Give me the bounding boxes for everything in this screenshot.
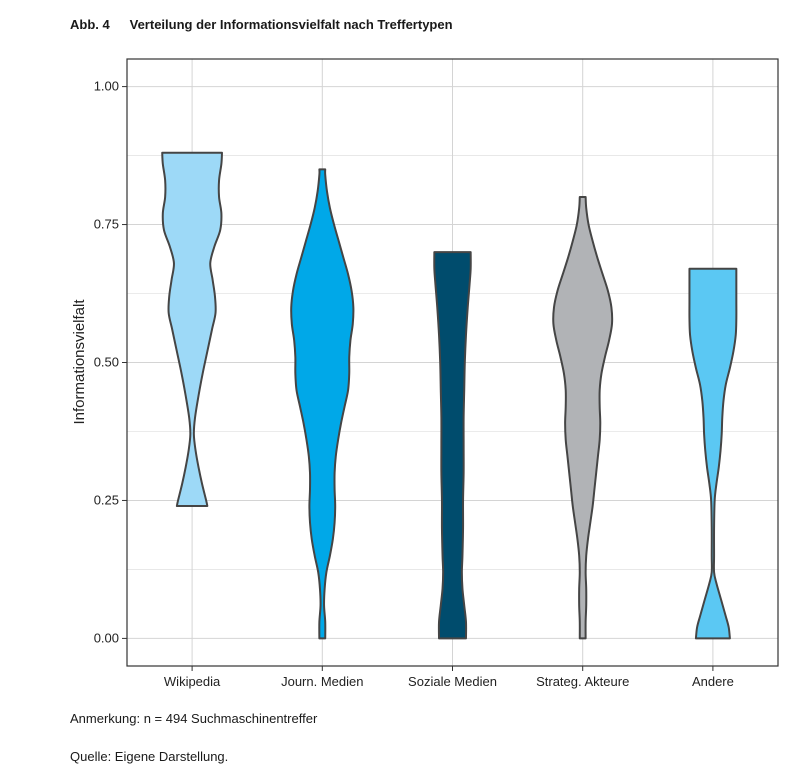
x-tick-label: Strateg. Akteure	[536, 674, 629, 689]
x-tick-label: Journ. Medien	[281, 674, 363, 689]
violin-journ-medien	[290, 168, 355, 640]
y-axis: 0.00 0.25 0.50 0.75 1.00	[94, 79, 127, 645]
y-tick-label: 0.50	[94, 355, 119, 370]
y-tick-label: 0.75	[94, 217, 119, 232]
y-tick-label: 1.00	[94, 79, 119, 94]
violin-andere	[688, 267, 738, 640]
x-tick-label: Wikipedia	[164, 674, 221, 689]
figure-number: Abb. 4	[70, 17, 110, 32]
x-axis: Wikipedia Journ. Medien Soziale Medien Stra…	[164, 666, 734, 689]
figure-header: Abb. 4 Verteilung der Informationsvielfa…	[70, 17, 453, 32]
y-tick-label: 0.25	[94, 492, 119, 507]
violin-soziale-medien	[433, 251, 472, 640]
violin-wikipedia	[161, 151, 223, 507]
y-axis-label: Informationsvielfalt	[71, 299, 88, 425]
x-tick-label: Andere	[692, 674, 734, 689]
y-tick-label: 0.00	[94, 630, 119, 645]
x-tick-label: Soziale Medien	[408, 674, 497, 689]
figure-note: Anmerkung: n = 494 Suchmaschinentreffer	[70, 711, 318, 726]
violins	[161, 151, 738, 640]
violin-chart: 0.00 0.25 0.50 0.75 1.00 Wikipedia Journ. Med…	[71, 58, 779, 689]
violin-strateg-akteure	[552, 195, 614, 640]
figure-title: Verteilung der Informationsvielfalt nach…	[129, 17, 453, 32]
figure-source: Quelle: Eigene Darstellung.	[70, 749, 229, 764]
